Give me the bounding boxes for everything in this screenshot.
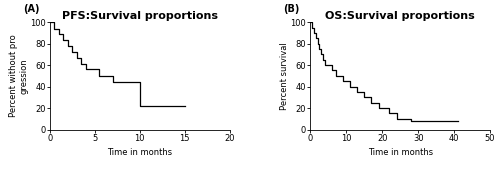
X-axis label: Time in months: Time in months: [107, 148, 172, 157]
Y-axis label: Percent without pro
gression: Percent without pro gression: [10, 34, 29, 117]
X-axis label: Time in months: Time in months: [368, 148, 433, 157]
Title: OS:Survival proportions: OS:Survival proportions: [326, 11, 475, 21]
Y-axis label: Percent survival: Percent survival: [280, 42, 289, 110]
Title: PFS:Survival proportions: PFS:Survival proportions: [62, 11, 218, 21]
Text: (B): (B): [284, 4, 300, 14]
Text: (A): (A): [23, 4, 40, 14]
